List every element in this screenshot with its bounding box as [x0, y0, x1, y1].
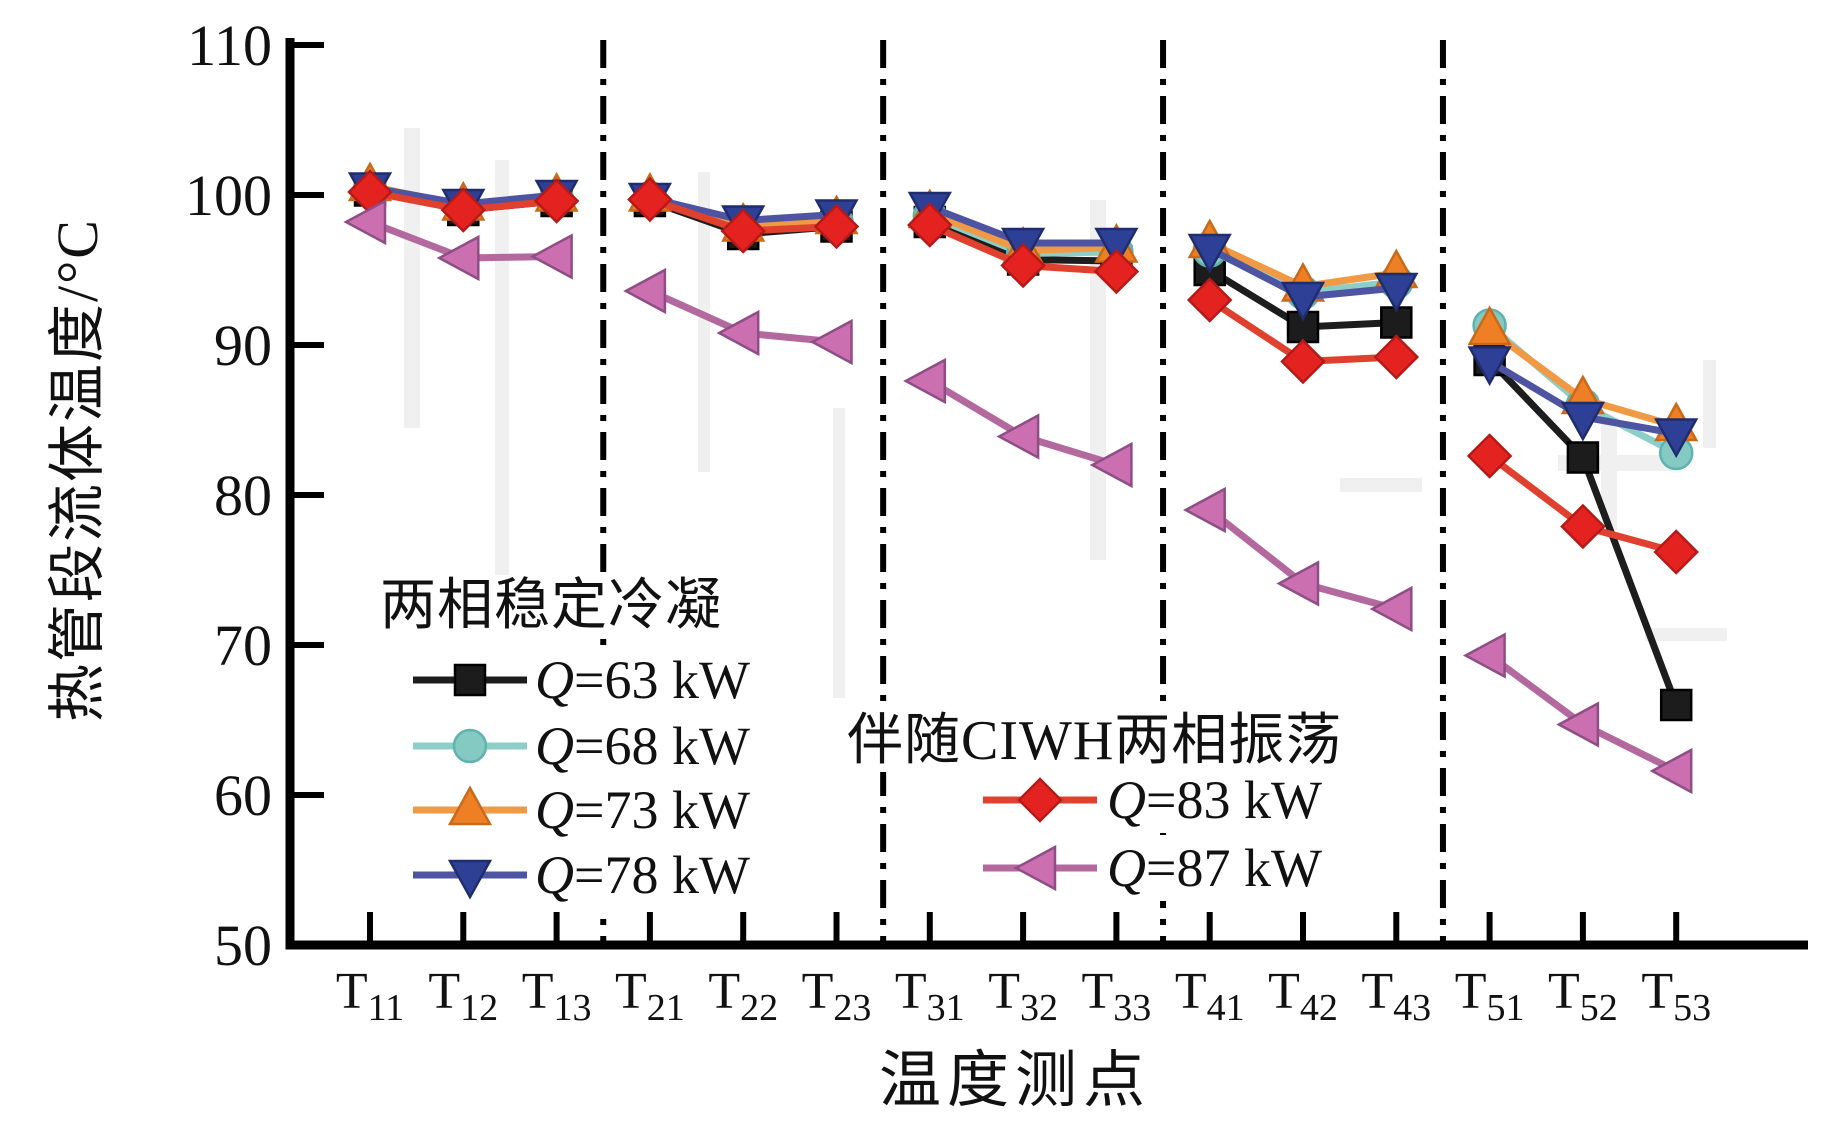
y-axis-title: 热管段流体温度/°C: [45, 218, 110, 722]
y-tick-label-110: 110: [187, 13, 272, 78]
data-point-marker: [903, 357, 947, 405]
x-tick-label-T31: T31: [895, 963, 965, 1029]
y-tick-label-50: 50: [214, 913, 272, 978]
data-point-marker: [1094, 227, 1139, 268]
data-point-marker: [1556, 701, 1600, 748]
data-point-marker: [1654, 418, 1699, 459]
y-tick-label-60: 60: [214, 763, 272, 828]
legend-entry-q73-label: Q=73 kW: [531, 777, 754, 843]
data-point-marker: [1093, 248, 1140, 295]
y-tick-label-100: 100: [185, 163, 272, 228]
data-point-marker: [907, 202, 953, 248]
legend-entry-q63-label: Q=63 kW: [531, 647, 754, 713]
data-point-marker: [453, 663, 487, 697]
data-point-marker: [1374, 272, 1419, 313]
scan-artifact: [698, 172, 710, 472]
data-point-marker: [343, 198, 387, 246]
data-point-marker: [809, 318, 853, 366]
data-point-marker: [720, 208, 766, 254]
data-point-marker: [533, 178, 580, 224]
scan-artifact: [1601, 418, 1617, 530]
data-point-marker: [1462, 632, 1506, 679]
data-point-marker: [452, 728, 488, 764]
legend-entry-q83-label: Q=83 kW: [1103, 767, 1326, 833]
scan-artifact: [1703, 360, 1716, 448]
legend-marker-samples: [413, 663, 1097, 900]
legend-entry-q87-label: Q=87 kW: [1103, 835, 1326, 901]
legend-group2-title: 伴随CIWH两相振荡: [843, 710, 1347, 772]
scan-artifact: [1645, 628, 1727, 641]
data-point-marker: [1560, 503, 1606, 550]
data-point-marker: [996, 413, 1040, 460]
data-point-marker: [1653, 529, 1699, 575]
x-tick-label-T13: T13: [522, 963, 592, 1029]
x-tick-label-T32: T32: [988, 963, 1058, 1029]
data-point-marker: [1187, 233, 1232, 274]
x-tick-label-T33: T33: [1082, 963, 1152, 1029]
y-tick-label-70: 70: [214, 613, 272, 678]
data-point-marker: [623, 267, 667, 315]
data-point-marker: [813, 203, 860, 250]
x-tick-label-T43: T43: [1361, 963, 1431, 1029]
data-point-marker: [1280, 281, 1326, 322]
x-tick-label-T51: T51: [1455, 963, 1525, 1029]
data-point-marker: [1000, 242, 1046, 289]
axes: 110 100 90 80 70 60 50 T11 T12 T13 T21 T22 T23 T31 T32…: [185, 13, 1808, 1029]
x-tick-label-T21: T21: [615, 963, 685, 1029]
data-point-marker: [1467, 305, 1512, 346]
series-q87kw: [343, 198, 1693, 795]
data-point-marker: [1013, 844, 1057, 892]
data-point-marker: [1566, 441, 1600, 474]
x-tick-label-T12: T12: [428, 963, 498, 1029]
scan-artifact: [1340, 478, 1422, 492]
data-point-marker: [716, 309, 760, 357]
data-point-marker: [529, 233, 573, 280]
x-tick-label-T23: T23: [802, 963, 872, 1029]
y-tick-label-80: 80: [214, 463, 272, 528]
data-point-marker: [1466, 433, 1513, 479]
x-tick-label-T22: T22: [708, 963, 778, 1029]
scan-artifact: [404, 128, 420, 428]
x-tick-label-T41: T41: [1175, 963, 1245, 1029]
data-point-marker: [1017, 777, 1063, 823]
data-point-marker: [1183, 486, 1226, 534]
scan-artifact: [495, 160, 509, 630]
data-point-marker: [1659, 688, 1693, 722]
data-point-marker: [1186, 277, 1233, 323]
legend-group1-title: 两相稳定冷凝: [376, 575, 726, 637]
data-point-marker: [447, 859, 493, 900]
data-point-marker: [1280, 338, 1326, 385]
x-tick-label-T52: T52: [1548, 963, 1618, 1029]
data-point-marker: [1276, 560, 1320, 607]
y-tick-label-90: 90: [214, 313, 272, 378]
data-point-marker: [1369, 585, 1413, 633]
data-point-marker: [1649, 747, 1693, 795]
data-point-marker: [627, 176, 673, 223]
data-point-marker: [1467, 346, 1512, 387]
data-point-marker: [440, 187, 487, 233]
x-tick-label-T11: T11: [336, 963, 404, 1029]
data-point-marker: [1560, 401, 1606, 442]
data-point-marker: [436, 234, 480, 282]
data-point-marker: [447, 785, 493, 826]
x-tick-label-T42: T42: [1268, 963, 1338, 1029]
data-point-marker: [1373, 334, 1420, 380]
x-axis-title: 温度测点: [878, 1047, 1151, 1115]
scan-artifact: [833, 408, 845, 698]
legend-entry-q68-label: Q=68 kW: [531, 713, 754, 779]
series-q83kw: [347, 169, 1699, 575]
legend-entry-q78-label: Q=78 kW: [531, 842, 754, 908]
x-tick-label-T53: T53: [1641, 963, 1711, 1029]
data-point-marker: [1089, 441, 1133, 489]
